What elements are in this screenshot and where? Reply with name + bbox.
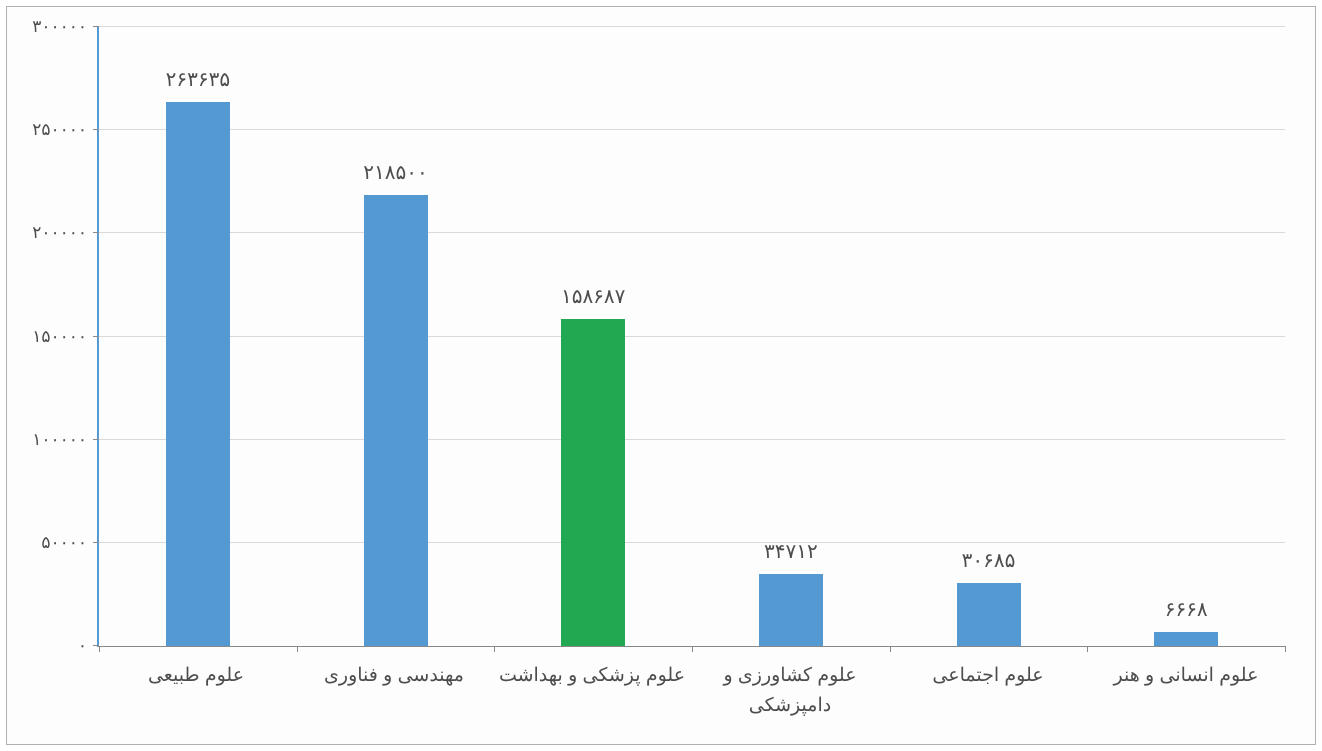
bar-rect (1154, 632, 1218, 646)
bar-slot: ۶۶۶۸ (1087, 27, 1285, 646)
x-tick-mark (1285, 646, 1286, 652)
x-tick-mark (1087, 646, 1088, 652)
x-axis-label: علوم کشاورزی و دامپزشکی (691, 661, 889, 722)
bar-value-label: ۲۶۳۶۳۵ (166, 67, 230, 92)
x-axis-label: علوم اجتماعی (889, 661, 1087, 722)
x-tick-mark (890, 646, 891, 652)
bar-slot: ۲۱۸۵۰۰ (297, 27, 495, 646)
bar-rect (759, 574, 823, 646)
y-tick-label: ۰ (78, 636, 99, 656)
x-axis-label: علوم پزشکی و بهداشت (493, 661, 691, 722)
bars-row: ۲۶۳۶۳۵ ۲۱۸۵۰۰ ۱۵۸۶۸۷ ۳۴۷۱۲ ۳۰۶۸۵ ۶۶۶۸ (99, 27, 1285, 646)
y-tick-label: ۱۰۰۰۰۰ (32, 430, 99, 450)
y-tick-label: ۱۵۰۰۰۰ (32, 327, 99, 347)
y-tick-label: ۲۵۰۰۰۰ (32, 120, 99, 140)
y-tick-label: ۲۰۰۰۰۰ (32, 223, 99, 243)
x-axis-label: علوم انسانی و هنر (1087, 661, 1285, 722)
bar-slot: ۳۰۶۸۵ (890, 27, 1088, 646)
bar-value-label: ۲۱۸۵۰۰ (363, 160, 427, 185)
y-tick-label: ۳۰۰۰۰۰ (32, 17, 99, 37)
bar-value-label: ۶۶۶۸ (1165, 597, 1208, 622)
x-tick-mark (494, 646, 495, 652)
bar-slot: ۳۴۷۱۲ (692, 27, 890, 646)
bar-rect (957, 583, 1021, 646)
x-axis-label: مهندسی و فناوری (295, 661, 493, 722)
x-axis-labels: علوم طبیعیمهندسی و فناوریعلوم پزشکی و به… (97, 661, 1285, 722)
x-tick-mark (99, 646, 100, 652)
bar-slot: ۲۶۳۶۳۵ (99, 27, 297, 646)
bar-rect (364, 195, 428, 646)
bar-chart: ۰ ۵۰۰۰۰ ۱۰۰۰۰۰ ۱۵۰۰۰۰ ۲۰۰۰۰۰ ۲۵۰۰۰۰ ۳۰۰۰۰۰ ۲۶۳… (6, 6, 1316, 745)
x-axis-label: علوم طبیعی (97, 661, 295, 722)
bar-rect (561, 319, 625, 646)
x-tick-mark (692, 646, 693, 652)
bar-value-label: ۳۰۶۸۵ (962, 548, 1016, 573)
bar-value-label: ۳۴۷۱۲ (764, 539, 818, 564)
bar-rect (166, 102, 230, 646)
x-tick-mark (297, 646, 298, 652)
y-tick-label: ۵۰۰۰۰ (41, 533, 99, 553)
plot-area: ۰۵۰۰۰۰۱۰۰۰۰۰۱۵۰۰۰۰۲۰۰۰۰۰۲۵۰۰۰۰۳۰۰۰۰۰ ۲۶۳… (97, 27, 1285, 647)
bar-slot: ۱۵۸۶۸۷ (494, 27, 692, 646)
bar-value-label: ۱۵۸۶۸۷ (561, 284, 625, 309)
